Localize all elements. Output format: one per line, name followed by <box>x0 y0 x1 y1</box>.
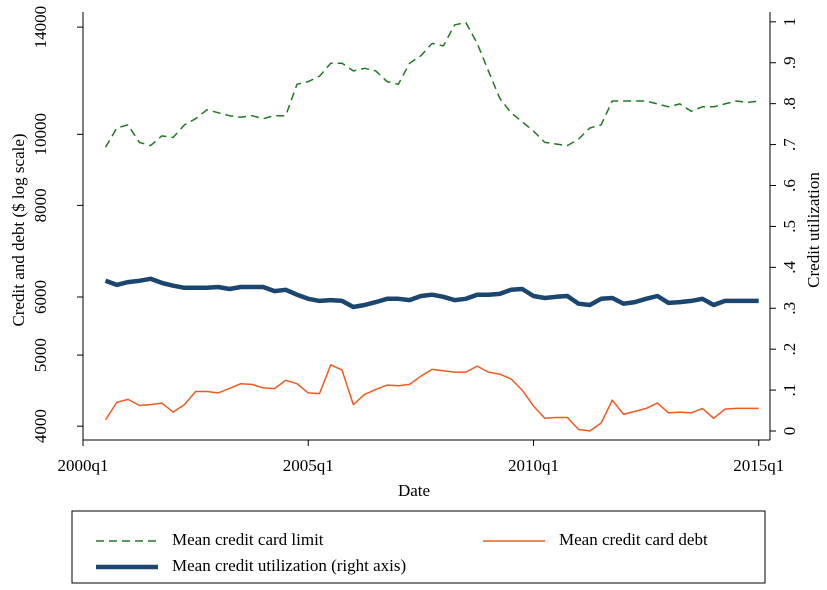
legend-label: Mean credit card debt <box>559 530 708 549</box>
series-line <box>104 364 759 432</box>
y2-tick-label: .4 <box>780 260 799 273</box>
y-axis-title: Credit and debt ($ log scale) <box>9 133 28 326</box>
x-tick-label: 2010q1 <box>508 456 559 475</box>
y2-tick-label: .2 <box>780 343 799 356</box>
x-axis-title: Date <box>398 481 430 500</box>
y2-tick-label: .1 <box>780 384 799 397</box>
y2-tick-label: .5 <box>780 220 799 233</box>
y-tick-label: 10000 <box>31 113 50 156</box>
y-tick-label: 8000 <box>31 188 50 222</box>
y2-tick-label: 0 <box>780 427 799 436</box>
legend-label: Mean credit card limit <box>172 530 324 549</box>
legend-label: Mean credit utilization (right axis) <box>172 556 406 575</box>
series-line <box>104 276 759 310</box>
x-tick-label: 2015q1 <box>733 456 784 475</box>
x-tick-label: 2005q1 <box>283 456 334 475</box>
y2-tick-label: .7 <box>780 138 799 151</box>
y2-tick-label: .9 <box>780 56 799 69</box>
x-tick-label: 2000q1 <box>58 456 109 475</box>
y2-tick-label: .6 <box>780 179 799 192</box>
y-tick-label: 4000 <box>31 409 50 443</box>
y2-axis-title: Credit utilization <box>804 172 823 288</box>
y-tick-label: 14000 <box>31 6 50 49</box>
y-tick-label: 5000 <box>31 338 50 372</box>
series-line <box>104 21 759 148</box>
y2-tick-label: .8 <box>780 97 799 110</box>
legend-box <box>71 510 766 584</box>
y-tick-label: 6000 <box>31 280 50 314</box>
y2-tick-label: 1 <box>780 18 799 27</box>
y2-tick-label: .3 <box>780 302 799 315</box>
